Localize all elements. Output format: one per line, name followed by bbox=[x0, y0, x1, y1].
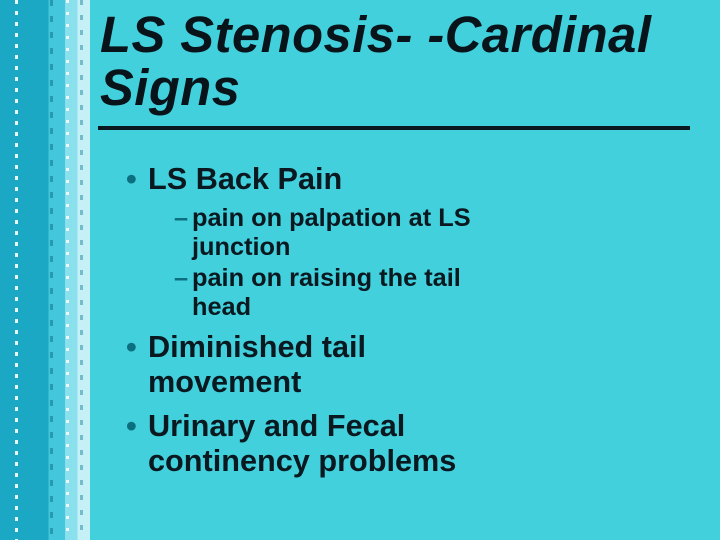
slide-title: LS Stenosis- -Cardinal Signs bbox=[90, 0, 720, 124]
list-item: Urinary and Fecal continency problems bbox=[118, 409, 480, 480]
list-item-text: LS Back Pain bbox=[148, 162, 342, 196]
accent-gradient bbox=[0, 0, 90, 540]
list-item-text: pain on palpation at LS junction bbox=[192, 204, 471, 261]
list-item: Diminished tail movement bbox=[118, 330, 480, 401]
bullet-list-level1: LS Back Pain pain on palpation at LS jun… bbox=[118, 162, 480, 479]
left-accent-bar bbox=[0, 0, 90, 540]
list-item-text: Urinary and Fecal continency problems bbox=[148, 409, 456, 478]
slide-title-text: LS Stenosis- -Cardinal Signs bbox=[100, 6, 651, 116]
bullet-list-level2: pain on palpation at LS junction pain on… bbox=[170, 204, 480, 323]
slide-main-area: LS Stenosis- -Cardinal Signs LS Back Pai… bbox=[90, 0, 720, 540]
slide: LS Stenosis- -Cardinal Signs LS Back Pai… bbox=[0, 0, 720, 540]
slide-body: LS Back Pain pain on palpation at LS jun… bbox=[90, 130, 510, 479]
list-item: pain on palpation at LS junction bbox=[170, 204, 480, 262]
accent-stripe bbox=[50, 0, 53, 540]
accent-stripe bbox=[80, 0, 83, 540]
accent-stripe bbox=[15, 0, 18, 540]
list-item: LS Back Pain pain on palpation at LS jun… bbox=[118, 162, 480, 322]
accent-stripe bbox=[66, 0, 69, 540]
list-item: pain on raising the tail head bbox=[170, 264, 480, 322]
list-item-text: pain on raising the tail head bbox=[192, 264, 461, 321]
list-item-text: Diminished tail movement bbox=[148, 330, 366, 399]
